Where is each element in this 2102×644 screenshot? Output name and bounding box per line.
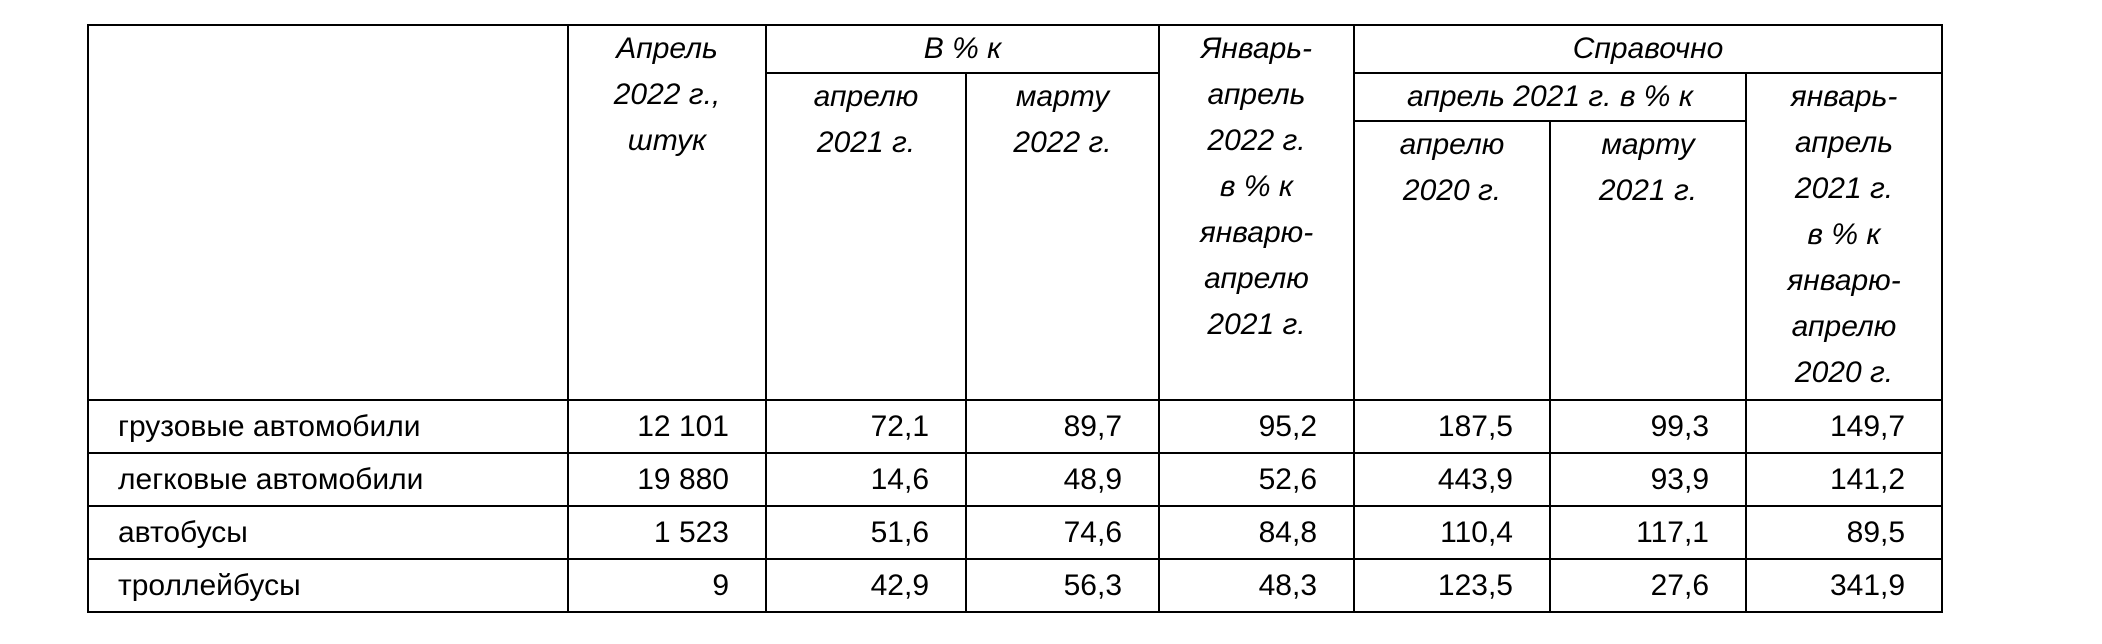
value-cell: 117,1	[1549, 505, 1747, 560]
table-header: Апрель 2022 г., штук В % к Январь- апрел…	[87, 24, 1944, 401]
table-row: автобусы 1 523 51,6 74,6 84,8 110,4 117,1 89,5	[87, 505, 1944, 560]
value-cell: 56,3	[965, 558, 1160, 613]
value-cell: 1 523	[567, 505, 767, 560]
value-cell: 187,5	[1353, 399, 1551, 454]
header-cell: Апрель 2022 г., штук	[567, 24, 767, 401]
value-cell: 341,9	[1744, 558, 1944, 613]
header-cell: апрелю 2021 г.	[765, 72, 967, 401]
value-cell: 141,2	[1744, 452, 1944, 507]
row-label: легковые автомобили	[87, 452, 569, 507]
row-label: троллейбусы	[87, 558, 569, 613]
value-cell: 19 880	[567, 452, 767, 507]
value-cell: 9	[567, 558, 767, 613]
value-cell: 93,9	[1549, 452, 1747, 507]
value-cell: 110,4	[1353, 505, 1551, 560]
header-cell: В % к	[765, 24, 1160, 74]
value-cell: 42,9	[765, 558, 967, 613]
data-table: Апрель 2022 г., штук В % к Январь- апрел…	[87, 24, 1944, 613]
value-cell: 27,6	[1549, 558, 1747, 613]
value-cell: 89,5	[1744, 505, 1944, 560]
header-blank	[87, 24, 569, 401]
value-cell: 149,7	[1744, 399, 1944, 454]
header-cell: марту 2021 г.	[1549, 120, 1747, 401]
value-cell: 72,1	[765, 399, 967, 454]
value-cell: 443,9	[1353, 452, 1551, 507]
value-cell: 48,3	[1158, 558, 1355, 613]
header-cell: Справочно	[1352, 24, 1944, 74]
value-cell: 52,6	[1158, 452, 1355, 507]
header-cell: апрелю 2020 г.	[1353, 120, 1551, 401]
value-cell: 74,6	[965, 505, 1160, 560]
value-cell: 48,9	[965, 452, 1160, 507]
value-cell: 95,2	[1158, 399, 1355, 454]
header-cell: апрель 2021 г. в % к	[1353, 72, 1747, 122]
header-cell: Январь- апрель 2022 г. в % к январю- апр…	[1158, 24, 1355, 401]
header-cell: январь- апрель 2021 г. в % к январю- апр…	[1744, 72, 1944, 401]
value-cell: 12 101	[567, 399, 767, 454]
table-row: троллейбусы 9 42,9 56,3 48,3 123,5 27,6 341,9	[87, 558, 1944, 613]
value-cell: 99,3	[1549, 399, 1747, 454]
value-cell: 123,5	[1353, 558, 1551, 613]
value-cell: 89,7	[965, 399, 1160, 454]
header-cell: марту 2022 г.	[965, 72, 1160, 401]
table-row: грузовые автомобили 12 101 72,1 89,7 95,2 187…	[87, 399, 1944, 454]
value-cell: 14,6	[765, 452, 967, 507]
table-row: легковые автомобили 19 880 14,6 48,9 52,6 443…	[87, 452, 1944, 507]
value-cell: 51,6	[765, 505, 967, 560]
value-cell: 84,8	[1158, 505, 1355, 560]
table-body: грузовые автомобили 12 101 72,1 89,7 95,2 187…	[87, 399, 1944, 613]
row-label: грузовые автомобили	[87, 399, 569, 454]
row-label: автобусы	[87, 505, 569, 560]
